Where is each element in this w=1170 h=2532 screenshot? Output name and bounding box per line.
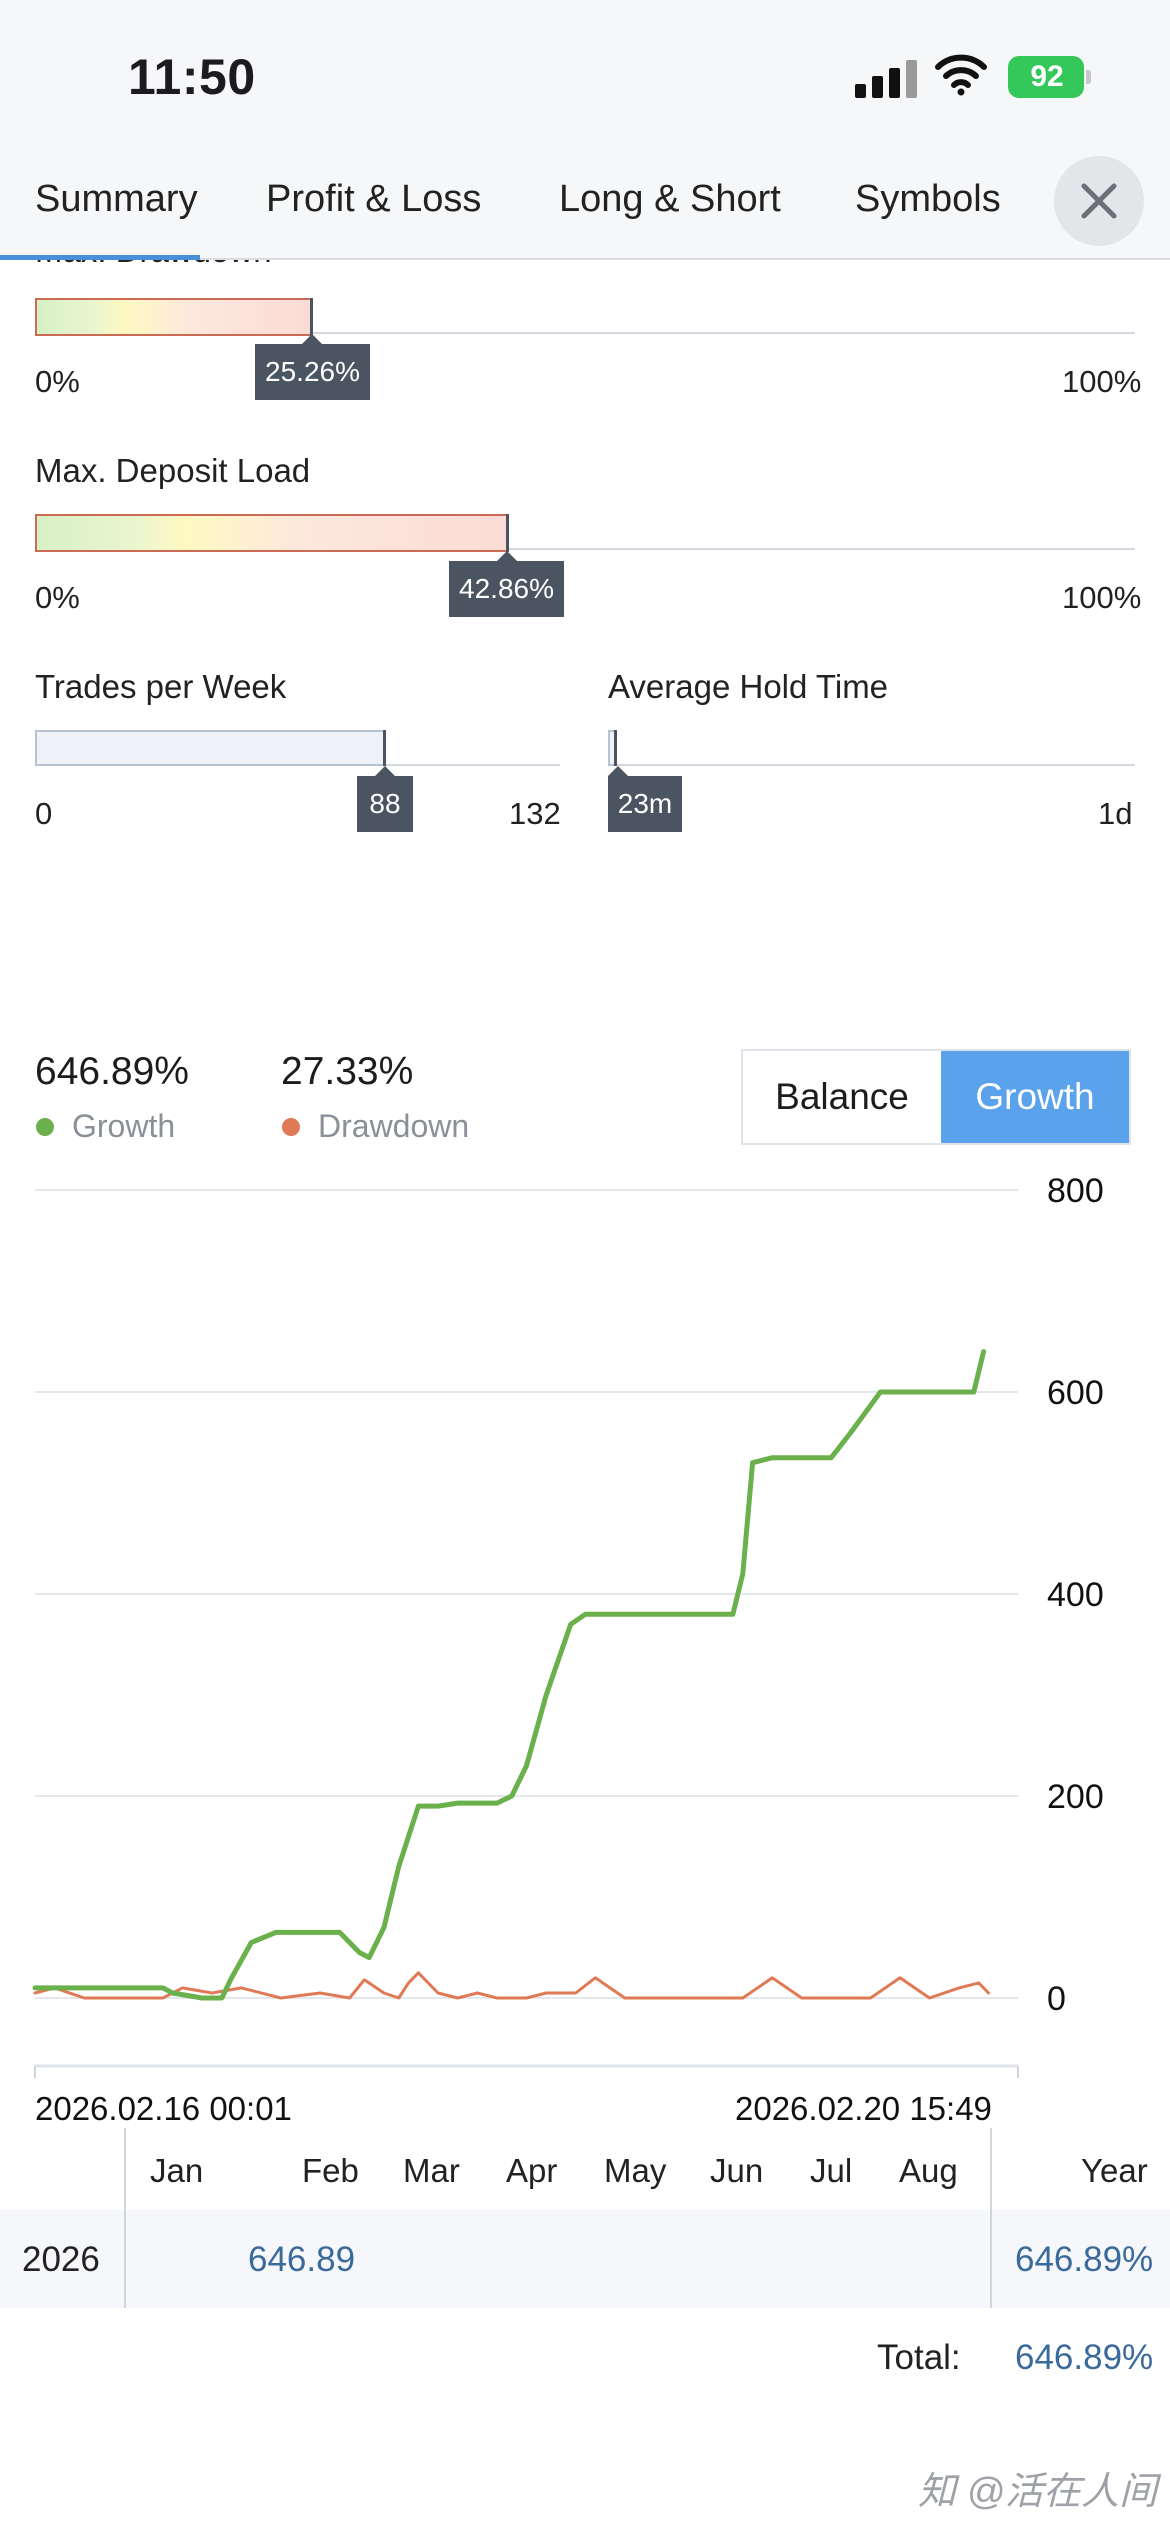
max-deposit-load-bar: [35, 514, 508, 552]
tab-long-short[interactable]: Long & Short: [559, 178, 781, 220]
max-deposit-load-track: [35, 548, 1135, 550]
month-header-may: May: [604, 2152, 667, 2189]
max-drawdown-min: 0%: [35, 364, 80, 399]
table-row: [0, 2210, 1170, 2308]
drawdown-series-line: [33, 1971, 990, 2000]
row-year-total: 646.89%: [1015, 2240, 1154, 2279]
max-drawdown-tooltip-arrow: [302, 334, 322, 344]
drawdown-legend-dot: [282, 1118, 300, 1136]
growth-toggle-button[interactable]: Growth: [941, 1051, 1129, 1143]
max-deposit-load-max: 100%: [1062, 580, 1142, 615]
close-button[interactable]: [1054, 156, 1144, 246]
trades-per-week-marker: [383, 730, 386, 766]
growth-legend-label: Growth: [72, 1108, 176, 1144]
trades-per-week-tooltip: 88: [357, 776, 413, 832]
max-deposit-load-label: Max. Deposit Load: [35, 452, 311, 489]
avg-hold-time-label: Average Hold Time: [608, 668, 889, 705]
drawdown-legend-label: Drawdown: [318, 1108, 470, 1144]
y-tick-label-200: 200: [1047, 1778, 1104, 1816]
x-axis-end-label: 2026.02.20 15:49: [735, 2090, 992, 2127]
avg-hold-time-marker: [614, 730, 617, 766]
month-header-feb: Feb: [302, 2152, 359, 2189]
trades-per-week-label: Trades per Week: [35, 668, 287, 705]
cellular-signal-icon: [855, 60, 917, 98]
balance-toggle-button[interactable]: Balance: [775, 1076, 909, 1117]
growth-value: 646.89%: [35, 1050, 189, 1093]
total-value: 646.89%: [1015, 2338, 1154, 2377]
month-header-apr: Apr: [506, 2152, 558, 2189]
month-header-aug: Aug: [899, 2152, 958, 2189]
total-label: Total:: [877, 2338, 961, 2377]
month-header-jun: Jun: [710, 2152, 764, 2189]
active-tab-indicator: [0, 255, 200, 260]
max-drawdown-max: 100%: [1062, 364, 1142, 399]
growth-legend-dot: [36, 1118, 54, 1136]
month-header-jan: Jan: [150, 2152, 204, 2189]
battery-icon: 92: [1008, 56, 1092, 98]
status-bar: 11:50 92: [0, 0, 1170, 150]
avg-hold-time-max: 1d: [1098, 796, 1133, 831]
status-time: 11:50: [128, 49, 256, 105]
drawdown-value: 27.33%: [281, 1050, 414, 1093]
avg-hold-time-track: [608, 764, 1135, 766]
avg-hold-time-tooltip: 23m: [608, 776, 682, 832]
y-tick-label-0: 0: [1047, 1980, 1066, 2018]
table-row-divider-left: [124, 2210, 126, 2308]
max-deposit-load-marker: [506, 514, 509, 552]
x-axis-start-label: 2026.02.16 00:01: [35, 2090, 292, 2127]
tab-profit-loss[interactable]: Profit & Loss: [266, 178, 482, 220]
month-header-mar: Mar: [403, 2152, 460, 2189]
trades-per-week-tooltip-arrow: [375, 766, 395, 776]
battery-level: 92: [1030, 60, 1064, 93]
max-drawdown-track: [35, 332, 1135, 334]
max-deposit-load-min: 0%: [35, 580, 80, 615]
y-tick-label-800: 800: [1047, 1172, 1104, 1210]
max-drawdown-tooltip: 25.26%: [255, 344, 370, 400]
max-deposit-load-tooltip: 42.86%: [449, 561, 564, 617]
chart-mode-toggle: Balance Growth: [741, 1049, 1131, 1145]
trades-per-week-min: 0: [35, 796, 53, 831]
row-feb-value[interactable]: 646.89: [248, 2240, 356, 2279]
y-tick-label-600: 600: [1047, 1374, 1104, 1412]
watermark: 知 @活在人间: [918, 2471, 1158, 2513]
y-tick-label-400: 400: [1047, 1576, 1104, 1614]
tab-symbols[interactable]: Symbols: [855, 178, 1001, 220]
max-deposit-load-tooltip-arrow: [497, 551, 517, 561]
max-drawdown-marker: [310, 298, 313, 336]
growth-chart: 0 200 400 600 800: [32, 1172, 1104, 2078]
trades-per-week-bar: [35, 730, 385, 766]
close-icon: [1081, 183, 1117, 219]
row-year-label: 2026: [22, 2240, 100, 2279]
month-header-jul: Jul: [810, 2152, 853, 2189]
table-row-divider-right: [990, 2210, 992, 2308]
max-drawdown-label: Max. Drawdown: [35, 260, 272, 270]
growth-series-line: [32, 1349, 987, 2001]
wifi-icon: [935, 54, 987, 96]
year-header: Year: [1081, 2152, 1148, 2189]
trades-per-week-max: 132: [509, 796, 561, 831]
max-drawdown-bar: [35, 298, 313, 336]
tab-summary[interactable]: Summary: [35, 178, 198, 220]
avg-hold-time-tooltip-arrow: [608, 766, 628, 776]
tab-bar: Summary Profit & Loss Long & Short Symbo…: [0, 150, 1170, 260]
